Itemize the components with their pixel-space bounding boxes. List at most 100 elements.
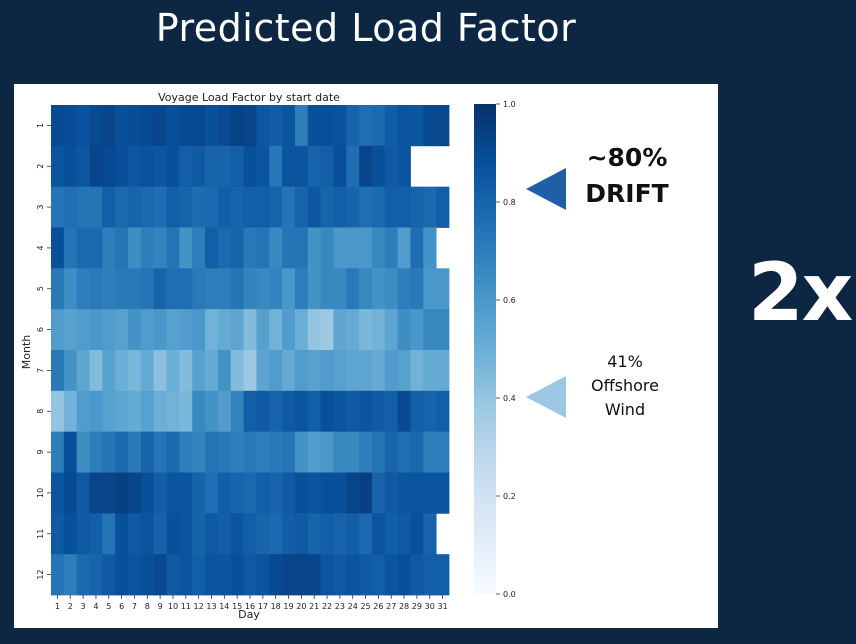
- x-tick-label: 15: [232, 602, 242, 611]
- y-tick-label: 10: [36, 488, 45, 498]
- heatmap-cell: [282, 268, 296, 310]
- heatmap-cell: [423, 105, 437, 147]
- heatmap-cell: [128, 431, 142, 473]
- heatmap-cell: [269, 105, 283, 147]
- heatmap-cell: [269, 186, 283, 228]
- x-tick-label: 30: [425, 602, 435, 611]
- heatmap-cell: [256, 227, 270, 269]
- heatmap-cell: [307, 145, 322, 188]
- y-tick-label: 6: [36, 327, 45, 332]
- heatmap-cell: [346, 268, 360, 310]
- heatmap-cell: [397, 390, 411, 433]
- heatmap-cell: [63, 268, 78, 310]
- heatmap-cell: [230, 554, 244, 596]
- heatmap-cell: [205, 268, 219, 310]
- x-tick-label: 22: [322, 602, 332, 611]
- heatmap-cell: [384, 554, 399, 596]
- x-tick-label: 18: [271, 602, 281, 611]
- heatmap-cell: [397, 554, 411, 596]
- heatmap-cell: [320, 513, 334, 555]
- heatmap-cell: [179, 350, 193, 392]
- y-tick-label: 7: [36, 368, 45, 373]
- heatmap-cell: [205, 227, 219, 269]
- heatmap-cell: [307, 472, 322, 514]
- heatmap-cell: [436, 431, 450, 473]
- heatmap-cell: [294, 472, 309, 514]
- heatmap-cell: [230, 472, 244, 514]
- heatmap-cell: [76, 268, 90, 310]
- heatmap-cell: [51, 227, 65, 269]
- heatmap-cell: [153, 268, 167, 310]
- heatmap-cell: [102, 431, 116, 473]
- heatmap-cell: [153, 227, 167, 269]
- heatmap-cell: [243, 350, 257, 392]
- heatmap-cell: [307, 431, 322, 473]
- heatmap-cell: [102, 390, 116, 433]
- heatmap-cell: [63, 309, 78, 351]
- heatmap-cell: [423, 309, 437, 351]
- heatmap-cell: [115, 350, 129, 392]
- heatmap-cell: [346, 145, 360, 188]
- heatmap-cell: [217, 431, 232, 473]
- heatmap-cell: [115, 554, 129, 596]
- heatmap-cell: [320, 145, 334, 188]
- heatmap-cell: [269, 472, 283, 514]
- heatmap-cell: [371, 513, 386, 555]
- heatmap-cell: [282, 309, 296, 351]
- heatmap-cell: [115, 268, 129, 310]
- heatmap-cell: [205, 145, 219, 188]
- heatmap-cell: [397, 186, 411, 228]
- heatmap-cell: [115, 105, 129, 147]
- heatmap-cell: [410, 186, 424, 228]
- x-tick-label: 12: [194, 602, 204, 611]
- wind-line-1: Offshore: [591, 376, 659, 395]
- heatmap-cell: [102, 350, 116, 392]
- heatmap-cell: [397, 105, 411, 147]
- heatmap-cell: [76, 227, 90, 269]
- heatmap-cell: [423, 268, 437, 310]
- heatmap-cell: [230, 390, 244, 433]
- heatmap-cell: [140, 145, 155, 188]
- heatmap-cell: [384, 390, 399, 433]
- heatmap-cell: [192, 145, 206, 188]
- heatmap-cell: [140, 227, 155, 269]
- heatmap-cell: [423, 431, 437, 473]
- heatmap-cell: [140, 186, 155, 228]
- heatmap-cell: [320, 554, 334, 596]
- heatmap-cell: [51, 554, 65, 596]
- chart-title: Voyage Load Factor by start date: [158, 91, 340, 104]
- heatmap-cell: [384, 227, 399, 269]
- heatmap-cell: [307, 227, 322, 269]
- heatmap-cell: [179, 472, 193, 514]
- heatmap-cell: [166, 186, 180, 228]
- heatmap-cell: [243, 145, 257, 188]
- heatmap-cell: [166, 145, 180, 188]
- heatmap-cell: [128, 390, 142, 433]
- heatmap-cell: [410, 431, 424, 473]
- x-tick-label: 17: [258, 602, 268, 611]
- heatmap-cell: [333, 186, 347, 228]
- heatmap-cell: [294, 227, 309, 269]
- heatmap-cell: [166, 431, 180, 473]
- y-tick-label: 1: [36, 123, 45, 128]
- heatmap-cell: [63, 554, 78, 596]
- x-tick-label: 3: [81, 602, 86, 611]
- heatmap-cell: [192, 309, 206, 351]
- heatmap-cell: [333, 513, 347, 555]
- heatmap-cell: [217, 350, 232, 392]
- heatmap-cell: [410, 513, 424, 555]
- heatmap-cell: [205, 431, 219, 473]
- heatmap-cell: [397, 145, 411, 188]
- heatmap-cell: [423, 513, 437, 555]
- heatmap-cell: [217, 186, 232, 228]
- heatmap-cell: [294, 350, 309, 392]
- heatmap-cell: [307, 105, 322, 147]
- heatmap-cell: [256, 431, 270, 473]
- heatmap-cell: [140, 554, 155, 596]
- heatmap-cell: [371, 472, 386, 514]
- heatmap-cell: [397, 431, 411, 473]
- heatmap-cell: [359, 390, 373, 433]
- heatmap-cell: [140, 431, 155, 473]
- heatmap-cell: [205, 186, 219, 228]
- heatmap-cell: [63, 472, 78, 514]
